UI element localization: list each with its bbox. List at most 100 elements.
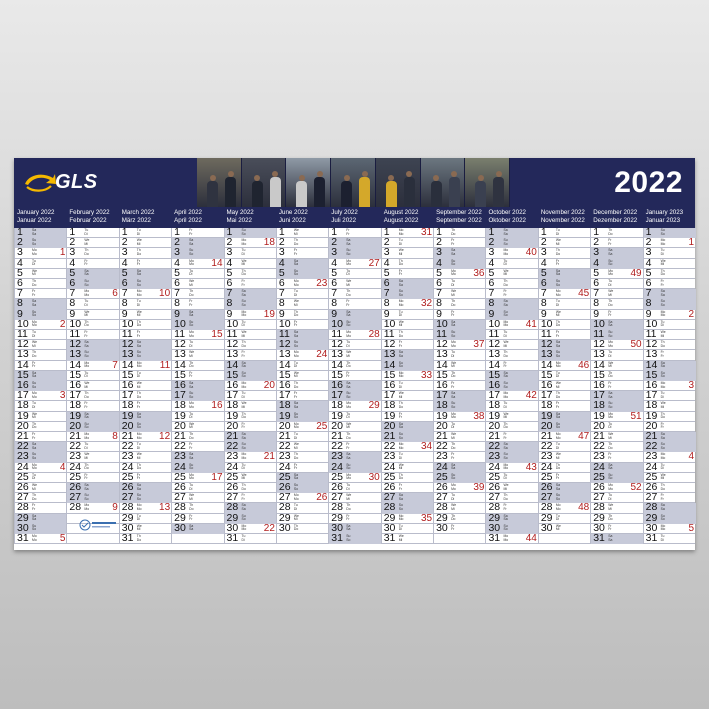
weekday-label: We Mi bbox=[608, 360, 614, 369]
day-row: 22 Sa Sa 22 Tu Di 22 Tu Di 22 Fr Fr 22 Su So 22 We Mi 22 Fr… bbox=[14, 440, 696, 453]
person-figure bbox=[207, 181, 218, 207]
day-number: 7 bbox=[593, 287, 600, 300]
weekday-label: Fr Fr bbox=[398, 411, 402, 420]
month-name-en: January 2022 bbox=[17, 209, 55, 216]
day-cell: 19 Fr Fr bbox=[380, 410, 434, 422]
day-number: 16 bbox=[121, 379, 134, 391]
weekday-label: Sa Sa bbox=[136, 268, 141, 277]
day-cell: 27 Su So bbox=[118, 492, 173, 504]
weekday-label: Su So bbox=[241, 370, 246, 379]
weekday-label: Th Do bbox=[451, 228, 456, 236]
weekday-label: Tu Di bbox=[241, 248, 246, 256]
person-figure bbox=[314, 177, 326, 207]
day-row: 26 We Mi 26 Sa Sa 26 Sa Sa 26 Tu Di 26 Th Do 26 Su So 26 Tu… bbox=[14, 481, 695, 494]
photo-tile bbox=[197, 158, 242, 207]
day-cell: 18 Fr Fr bbox=[537, 400, 591, 412]
day-number: 29 bbox=[278, 511, 291, 524]
day-number: 29 bbox=[593, 511, 605, 524]
weekday-label: Fr Fr bbox=[189, 513, 193, 522]
week-number: 26 bbox=[316, 492, 328, 504]
day-cell: 20 We Mi bbox=[328, 420, 381, 432]
weekday-label: Mo Mo bbox=[503, 319, 509, 328]
day-cell: 31 Mo Mo 5 bbox=[14, 533, 67, 545]
day-cell: 5 Tu Di bbox=[328, 267, 381, 279]
wall-calendar: GLS 2022 January 2022 Januar 2022 February… bbox=[14, 158, 696, 550]
day-number: 24 bbox=[174, 460, 186, 473]
day-cell: 16 We Mi bbox=[118, 379, 172, 392]
week-number: 15 bbox=[211, 329, 223, 340]
day-row: 11 Tu Di 11 Fr Fr 11 Fr Fr 11 Mo Mo 15 11 We Mi 11 Sa Sa 11… bbox=[14, 328, 695, 341]
day-number: 8 bbox=[69, 297, 76, 310]
weekday-label: Fr Fr bbox=[555, 330, 560, 338]
week-number: 52 bbox=[630, 482, 642, 493]
weekday-label: We Mi bbox=[189, 350, 195, 358]
weekday-label: Sa Sa bbox=[398, 279, 403, 287]
day-number: 9 bbox=[645, 307, 652, 320]
week-number: 33 bbox=[420, 369, 433, 381]
day-number: 21 bbox=[593, 430, 605, 442]
day-number: 19 bbox=[174, 409, 186, 422]
day-cell: 6 Su So bbox=[537, 277, 592, 290]
day-cell: 4 Fr Fr bbox=[66, 257, 119, 269]
week-number: 25 bbox=[316, 420, 328, 432]
day-cell: 23 We Mi bbox=[118, 451, 172, 463]
weekday-label: Fr Fr bbox=[608, 452, 612, 460]
day-number: 25 bbox=[278, 470, 291, 483]
photo-tile bbox=[375, 158, 421, 207]
day-number: 5 bbox=[540, 266, 547, 279]
photo-tile bbox=[331, 158, 376, 207]
day-cell: 13 Su So bbox=[537, 349, 592, 361]
day-number: 28 bbox=[278, 501, 291, 514]
weekday-label: We Mi bbox=[451, 289, 457, 297]
weekday-label: Mo Mo bbox=[555, 503, 561, 511]
day-number: 27 bbox=[488, 491, 501, 504]
day-cell: 11 We Mi bbox=[223, 329, 277, 341]
day-cell: 23 We Mi bbox=[537, 451, 591, 463]
day-number: 21 bbox=[17, 430, 29, 442]
day-row: 19 We Mi 19 Sa Sa 19 Sa Sa 19 Tu Di 19 Th Do 19 Su So 19 Tu… bbox=[14, 409, 695, 422]
month-name-en: August 2022 bbox=[383, 209, 419, 216]
weekday-label: Su So bbox=[608, 258, 613, 267]
month-header: October 2022 Oktober 2022 bbox=[488, 209, 526, 225]
day-number: 6 bbox=[540, 277, 547, 289]
day-cell: 14 Mo Mo 46 bbox=[537, 359, 591, 371]
weekday-label: Fr Fr bbox=[136, 401, 140, 409]
weekday-label: Tu Di bbox=[136, 370, 141, 379]
day-number: 20 bbox=[278, 419, 291, 432]
day-number: 15 bbox=[645, 368, 658, 381]
day-number: 28 bbox=[331, 501, 343, 514]
weekday-label: Mo Mo bbox=[189, 401, 194, 409]
day-cell: 26 Th Do bbox=[223, 482, 277, 494]
day-number: 13 bbox=[331, 348, 343, 361]
day-number: 4 bbox=[540, 256, 547, 269]
month-name-de: Februar 2022 bbox=[69, 217, 107, 224]
day-cell: 17 Th Do bbox=[537, 390, 591, 402]
day-cell: 18 Tu Di bbox=[14, 400, 67, 412]
weekday-label: Su So bbox=[346, 462, 351, 471]
day-number: 18 bbox=[278, 399, 291, 412]
weekday-label: Sa Sa bbox=[189, 238, 194, 246]
day-cell: 24 Su So bbox=[328, 461, 382, 473]
day-number: 22 bbox=[278, 440, 291, 453]
day-number: 7 bbox=[69, 287, 76, 300]
weekday-label: We Mi bbox=[346, 421, 352, 430]
month-name-en: October 2022 bbox=[488, 209, 526, 216]
day-number: 28 bbox=[69, 501, 82, 514]
day-row: 3 Mo Mo 1 3 Th Do 3 Th Do 3 Su So 3 Tu Di 3 Fr Fr 3 Su So 3 We M… bbox=[14, 247, 695, 259]
day-number: 26 bbox=[488, 481, 501, 493]
day-cell: 17 Mo Mo 42 bbox=[485, 390, 538, 402]
weekday-label: Th Do bbox=[451, 442, 456, 450]
weekday-label: Fr Fr bbox=[32, 432, 36, 440]
day-number: 22 bbox=[226, 440, 239, 453]
day-number: 18 bbox=[331, 399, 343, 412]
day-cell bbox=[66, 513, 119, 524]
day-number: 13 bbox=[69, 348, 82, 361]
day-number: 18 bbox=[121, 399, 134, 412]
day-cell: 15 Th Do bbox=[590, 369, 643, 381]
day-cell: 8 Sa Sa bbox=[14, 298, 68, 310]
day-number: 20 bbox=[226, 419, 239, 432]
day-number: 11 bbox=[645, 328, 657, 340]
day-cell: 29 Su So bbox=[223, 512, 277, 524]
month-header: January 2023 Januar 2023 bbox=[646, 209, 684, 225]
day-cell: 3 Mo Mo 1 bbox=[14, 247, 67, 259]
